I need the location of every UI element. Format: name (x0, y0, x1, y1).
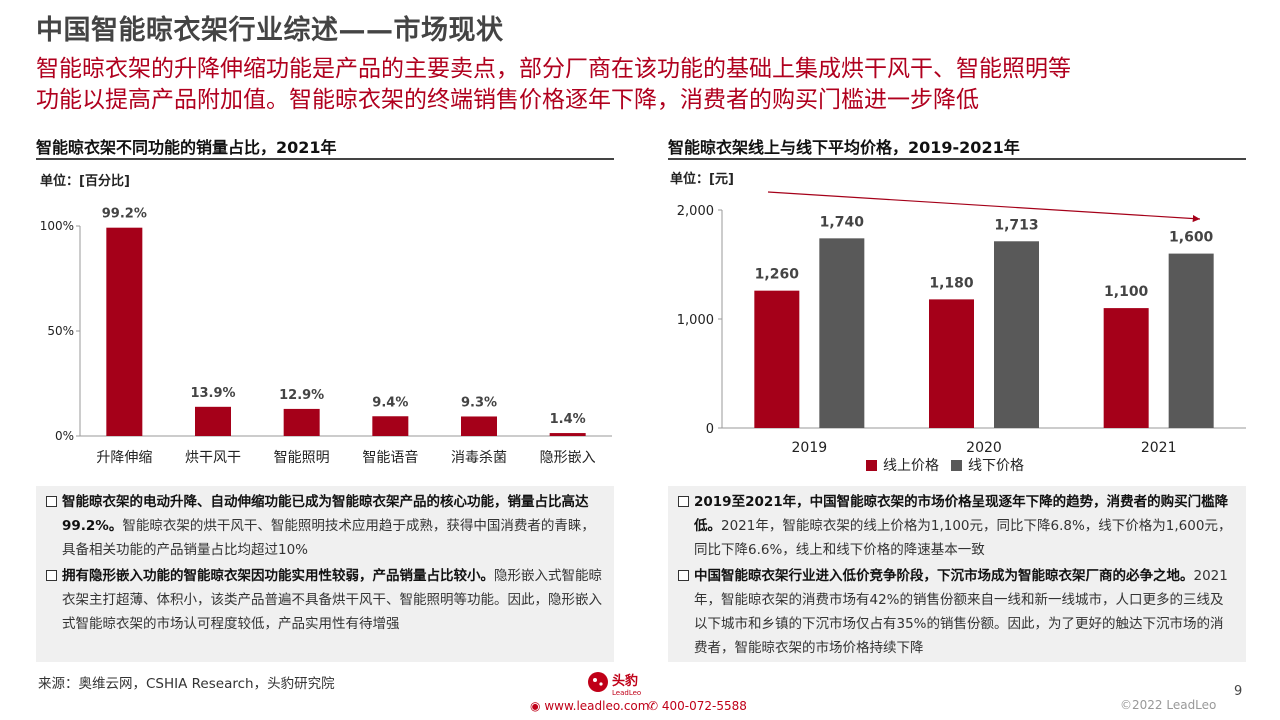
bar-value-label: 9.4% (372, 395, 408, 410)
bar-online (929, 299, 974, 428)
bar (195, 406, 231, 436)
left-note-2: 拥有隐形嵌入功能的智能晾衣架因功能实用性较弱，产品销量占比较小。隐形嵌入式智能晾… (46, 564, 604, 636)
checkbox-bullet-icon (678, 570, 689, 581)
left-notes: 智能晾衣架的电动升降、自动伸缩功能已成为智能晾衣架产品的核心功能，销量占比高达9… (36, 486, 614, 662)
note-text: 2021年，智能晾衣架的消费市场有42%的销售份额来自一线和新一线城市，人口更多… (694, 568, 1228, 656)
bar-offline (819, 238, 865, 428)
bar-value-label: 1,600 (1169, 230, 1214, 246)
category-label: 智能语音 (362, 449, 418, 466)
category-label: 升降伸缩 (96, 450, 152, 466)
phone-contact: ✆ 400-072-5588 (648, 699, 747, 713)
right-notes: 2019至2021年，中国智能晾衣架的市场价格呈现逐年下降的趋势，消费者的购买门… (668, 486, 1246, 662)
category-label: 隐形嵌入 (540, 450, 596, 466)
logo-subtext: LeadLeo (612, 689, 641, 697)
y-tick-label: 100% (40, 219, 74, 233)
category-label: 2019 (792, 440, 828, 455)
note-bold-text: 中国智能晾衣架行业进入低价竞争阶段，下沉市场成为智能晾衣架厂商的必争之地。 (694, 568, 1194, 584)
page-title: 中国智能晾衣架行业综述——市场现状 (36, 15, 504, 46)
legend-label-offline: 线下价格 (968, 458, 1024, 474)
legend-swatch-online (866, 459, 877, 471)
subtitle-line: 功能以提高产品附加值。智能晾衣架的终端销售价格逐年下降，消费者的购买门槛进一步降… (36, 87, 979, 113)
function-share-chart: 100% 50% 0% 99.2% 升降伸缩 13.9% 烘干风干 12.9% 智能照明 9.4%… (40, 207, 612, 466)
page-subtitle: 智能晾衣架的升降伸缩功能是产品的主要卖点，部分厂商在该功能的基础上集成烘干风干、… (36, 54, 1266, 116)
bar-value-label: 1,260 (755, 267, 800, 283)
category-label: 2021 (1141, 440, 1177, 455)
bar-offline (1168, 253, 1214, 428)
y-tick-label: 1,000 (677, 313, 714, 328)
category-label: 消毒杀菌 (451, 450, 507, 466)
bar-online (754, 290, 800, 428)
bar-value-label: 1,100 (1104, 284, 1149, 300)
bar-value-label: 12.9% (279, 388, 324, 403)
trend-arrow (767, 191, 1201, 223)
bar-value-label: 1,180 (929, 275, 974, 291)
bar-value-label: 1,740 (820, 214, 865, 230)
bar-value-label: 1,713 (994, 217, 1038, 233)
right-panel-divider (668, 158, 1246, 160)
checkbox-bullet-icon (46, 570, 57, 581)
source-note: 来源：奥维云网，CSHIA Research，头豹研究院 (38, 676, 335, 692)
left-panel-title: 智能晾衣架不同功能的销量占比，2021年 (36, 138, 337, 157)
legend-label-online: 线上价格 (883, 458, 939, 474)
note-bold-text: 智能晾衣架的电动升降、自动伸缩功能已成为智能晾衣架产品的核心功能，销量占比高达9… (62, 494, 589, 534)
note-text: 智能晾衣架的烘干风干、智能照明技术应用趋于成熟，获得中国消费者的青睐，具备相关功… (62, 518, 595, 558)
checkbox-bullet-icon (678, 496, 689, 507)
bar (549, 433, 586, 436)
logo-mark-icon (588, 672, 608, 692)
price-chart: 2,000 1,000 0 1,260 1,740 2019 1,180 1,713 2020 1… (677, 191, 1246, 455)
note-bold-text: 拥有隐形嵌入功能的智能晾衣架因功能实用性较弱，产品销量占比较小。 (62, 568, 494, 584)
left-panel-divider (36, 158, 614, 160)
website-link[interactable]: ◉ www.leadleo.com (530, 699, 649, 713)
category-label: 智能照明 (274, 450, 330, 466)
y-tick-label: 0% (55, 429, 74, 443)
y-tick-label: 50% (47, 324, 74, 338)
bar (283, 408, 320, 436)
right-panel-title: 智能晾衣架线上与线下平均价格，2019-2021年 (668, 138, 1020, 157)
bar-online (1103, 308, 1149, 428)
checkbox-bullet-icon (46, 496, 57, 507)
logo-text: 头豹 (612, 673, 638, 689)
leadleo-logo: 头豹 LeadLeo (588, 672, 641, 697)
subtitle-line: 智能晾衣架的升降伸缩功能是产品的主要卖点，部分厂商在该功能的基础上集成烘干风干、… (36, 56, 1071, 82)
globe-icon: ◉ (530, 699, 541, 713)
bar-offline (994, 241, 1039, 428)
legend-swatch-offline (951, 459, 962, 471)
bar (106, 227, 143, 436)
copyright: ©2022 LeadLeo (1120, 698, 1217, 712)
phone-text: 400-072-5588 (661, 699, 747, 713)
price-chart-legend: 线上价格 线下价格 (866, 455, 1024, 475)
bar-value-label: 99.2% (102, 207, 147, 222)
y-tick-label: 0 (706, 422, 714, 437)
note-text: 2021年，智能晾衣架的线上价格为1,100元，同比下降6.8%，线下价格为1,… (694, 518, 1232, 558)
right-note-1: 2019至2021年，中国智能晾衣架的市场价格呈现逐年下降的趋势，消费者的购买门… (678, 490, 1236, 562)
phone-icon: ✆ (648, 699, 659, 713)
bar-value-label: 1.4% (550, 412, 586, 427)
y-tick-label: 2,000 (677, 204, 714, 219)
page-number: 9 (1234, 684, 1243, 699)
note-bold-text: 2019至2021年，中国智能晾衣架的市场价格呈现逐年下降的趋势，消费者的购买门… (694, 494, 1229, 534)
website-text: www.leadleo.com (544, 699, 650, 713)
right-chart-unit: 单位：[元] (670, 172, 734, 187)
left-chart-unit: 单位：[百分比] (40, 174, 130, 189)
category-label: 烘干风干 (185, 450, 241, 466)
left-note-1: 智能晾衣架的电动升降、自动伸缩功能已成为智能晾衣架产品的核心功能，销量占比高达9… (46, 490, 604, 562)
note-text: 隐形嵌入式智能晾衣架主打超薄、体积小，该类产品普遍不具备烘干风干、智能照明等功能… (62, 568, 602, 632)
bar (461, 416, 497, 436)
right-note-2: 中国智能晾衣架行业进入低价竞争阶段，下沉市场成为智能晾衣架厂商的必争之地。202… (678, 564, 1236, 660)
bar-value-label: 9.3% (461, 395, 497, 410)
bar-value-label: 13.9% (190, 386, 235, 401)
bar (372, 416, 409, 436)
category-label: 2020 (966, 440, 1002, 455)
